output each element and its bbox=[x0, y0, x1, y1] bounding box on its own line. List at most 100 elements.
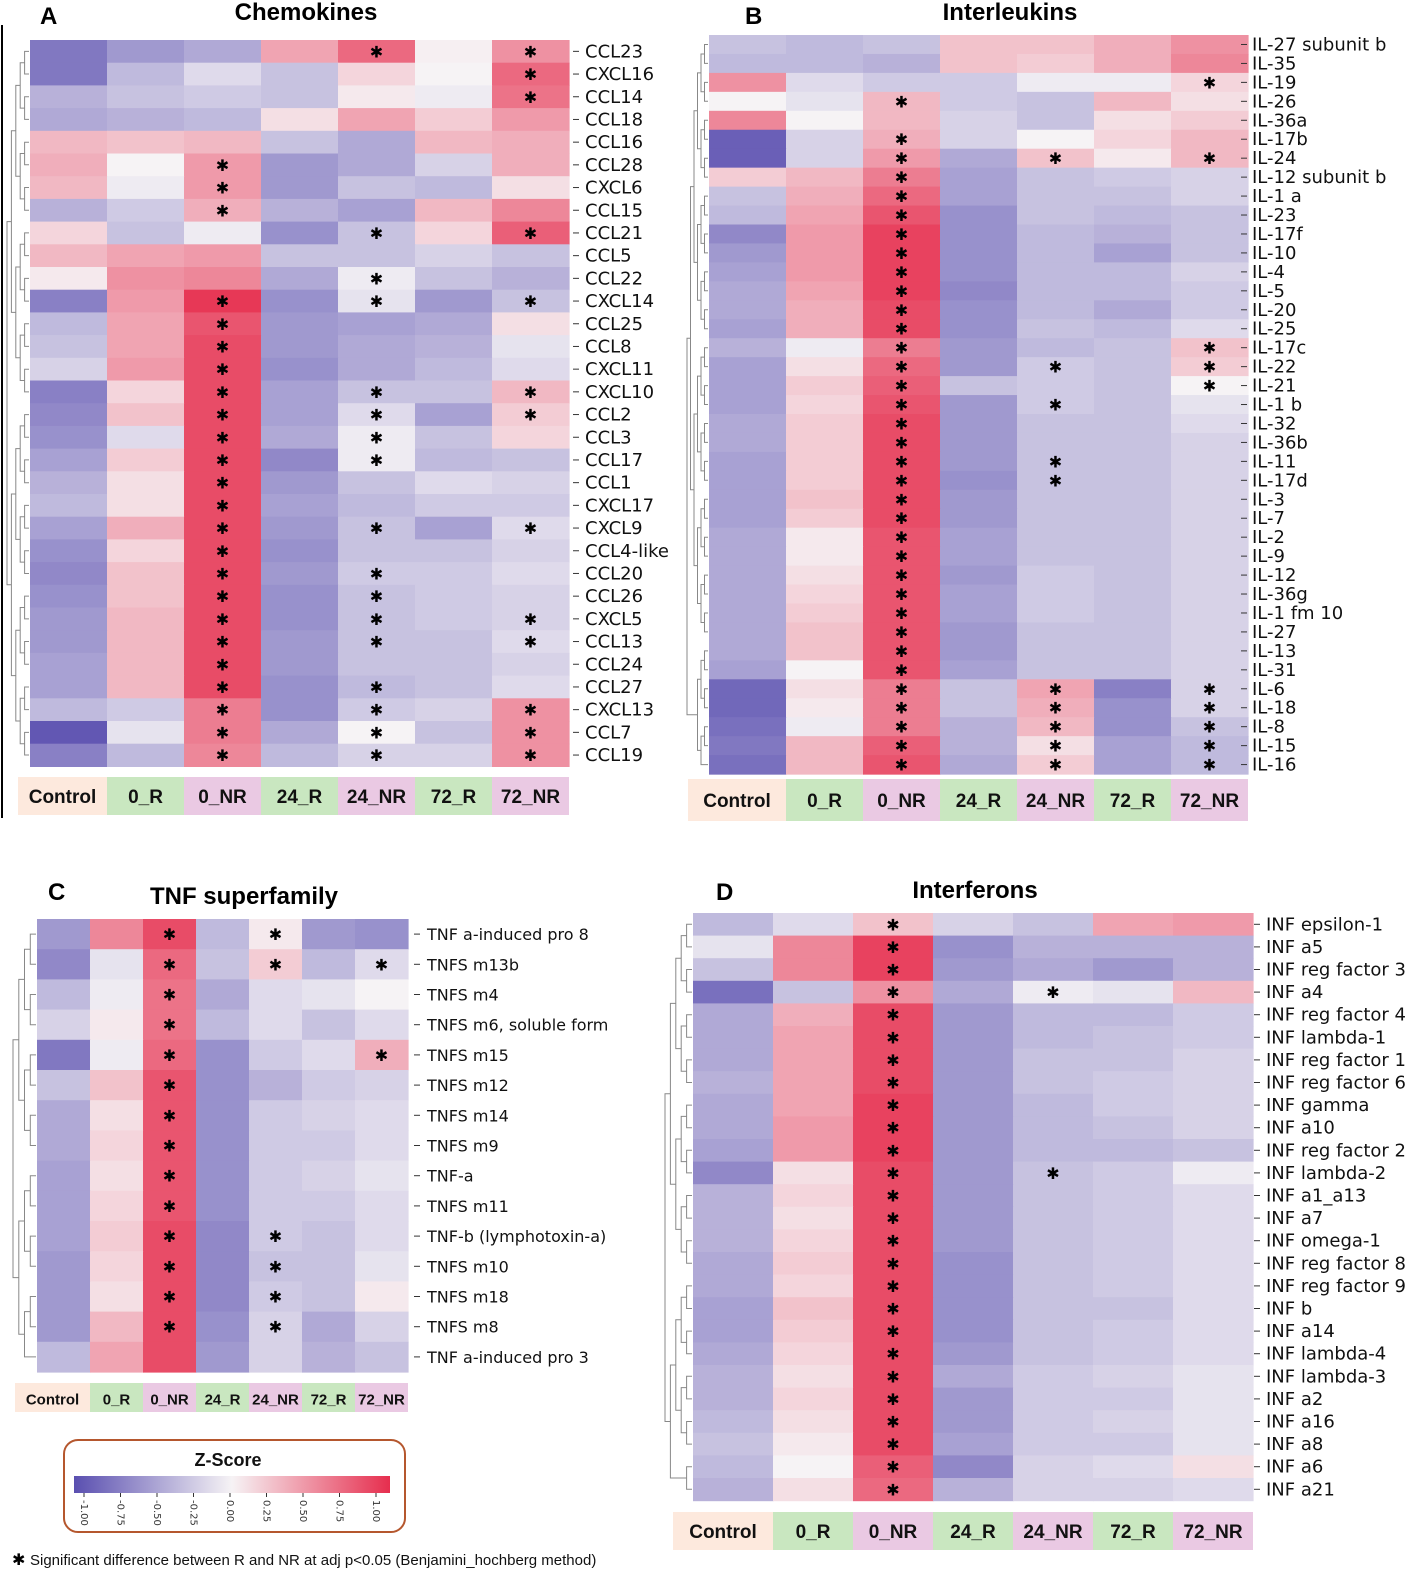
heatmap-cell-il-13-24-nr bbox=[1017, 641, 1095, 661]
heatmap-cell-ccl15-0-r bbox=[107, 198, 185, 223]
dendrogram-branch bbox=[704, 726, 708, 747]
heatmap-cell-ccl21-72-nr bbox=[492, 221, 570, 245]
dendrogram-branch bbox=[700, 584, 705, 623]
heatmap-cell-ccl23-0-nr bbox=[184, 40, 262, 64]
heatmap-cell-inf-epsilon-1-control bbox=[693, 913, 774, 937]
heatmap-cell-il-20-72-r bbox=[1094, 300, 1172, 320]
heatmap-cell-il-36b-0-r bbox=[786, 432, 864, 453]
column-label-bg-0-nr bbox=[184, 777, 261, 815]
heatmap-cell-tnfs-m13b-0-r bbox=[90, 949, 144, 980]
heatmap-cell-ccl8-72-nr bbox=[492, 335, 570, 359]
heatmap-cell-ccl14-72-r bbox=[415, 85, 493, 109]
heatmap-cell-il-1-fm-10-0-r bbox=[786, 603, 864, 624]
heatmap-cell-tnfs-m9-24-nr bbox=[249, 1130, 303, 1162]
heatmap-cell-inf-a7-24-nr bbox=[1013, 1206, 1094, 1230]
legend-tick-label: -0.50 bbox=[151, 1500, 162, 1526]
significance-star-icon: ✱ bbox=[216, 519, 229, 538]
heatmap-cell-inf-reg-factor-8-72-nr bbox=[1173, 1252, 1254, 1276]
heatmap-cell-cxcl14-72-nr bbox=[492, 289, 570, 313]
dendrogram-branch bbox=[19, 243, 25, 291]
column-label-24-r: 24_R bbox=[956, 791, 1002, 812]
dendrogram-branch bbox=[19, 697, 25, 745]
dendrogram-branch bbox=[697, 72, 701, 150]
heatmap-cell-inf-reg-factor-4-control bbox=[693, 1003, 774, 1027]
heatmap-cell-inf-reg-factor-6-0-nr bbox=[853, 1071, 934, 1095]
significance-star-icon: ✱ bbox=[1049, 471, 1062, 490]
heatmap-cell-ccl20-0-r bbox=[107, 562, 185, 586]
row-label-tnfs-m10: TNFS m10 bbox=[426, 1257, 509, 1276]
heatmap-cell-tnfs-m11-0-nr bbox=[143, 1190, 197, 1222]
significance-star-icon: ✱ bbox=[370, 723, 383, 742]
heatmap-cell-ccl16-24-r bbox=[261, 130, 339, 155]
row-label-il-22: IL-22 bbox=[1252, 357, 1296, 378]
heatmap-cell-il-19-0-nr bbox=[863, 72, 941, 93]
significance-star-icon: ✱ bbox=[269, 1227, 282, 1246]
row-label-il-31: IL-31 bbox=[1252, 660, 1296, 681]
heatmap-cell-tnfs-m12-control bbox=[37, 1070, 91, 1101]
dendrogram-branch bbox=[24, 595, 29, 620]
heatmap-cell-ccl17-72-nr bbox=[492, 448, 570, 472]
significance-star-icon: ✱ bbox=[524, 292, 537, 311]
heatmap-cell-il-12-subunit-b-72-nr bbox=[1171, 167, 1249, 188]
heatmap-cell-tnfs-m8-72-nr bbox=[355, 1311, 409, 1343]
significance-star-icon: ✱ bbox=[895, 149, 908, 168]
heatmap-cell-ccl26-0-r bbox=[107, 584, 185, 609]
heatmap-cell-tnfs-m12-0-r bbox=[90, 1070, 144, 1101]
heatmap-cell-ccl24-control bbox=[30, 652, 108, 677]
significance-star-icon: ✱ bbox=[886, 1277, 899, 1296]
heatmap-cell-il-17d-72-r bbox=[1094, 470, 1172, 491]
heatmap-cell-ccl26-24-nr bbox=[338, 584, 416, 609]
dendrogram-branch bbox=[24, 277, 29, 302]
heatmap-cell-il-24-24-r bbox=[940, 148, 1018, 169]
heatmap-cell-tnfs-m9-0-nr bbox=[143, 1130, 197, 1162]
heatmap-cell-ccl15-24-r bbox=[261, 198, 339, 223]
heatmap-cell-cxcl17-72-r bbox=[415, 494, 493, 518]
heatmap-cell-cxcl6-0-r bbox=[107, 176, 185, 200]
heatmap-cell-tnf-b-lymphotoxin-a-0-r bbox=[90, 1221, 144, 1252]
heatmap-cell-inf-gamma-control bbox=[693, 1093, 774, 1117]
heatmap-cell-ccl19-24-r bbox=[261, 743, 339, 767]
heatmap-cell-ccl25-control bbox=[30, 312, 108, 336]
heatmap-cell-il-4-0-r bbox=[786, 262, 864, 282]
row-labels-a: CCL23CXCL16CCL14CCL18CCL16CCL28CXCL6CCL1… bbox=[573, 41, 669, 766]
heatmap-cell-il-36b-24-r bbox=[940, 432, 1018, 453]
significance-star-icon: ✱ bbox=[163, 1137, 176, 1156]
heatmap-cell-cxcl10-72-nr bbox=[492, 380, 570, 404]
significance-star-icon: ✱ bbox=[370, 428, 383, 447]
significance-star-icon: ✱ bbox=[886, 1254, 899, 1273]
heatmap-cell-cxcl11-0-r bbox=[107, 357, 185, 382]
heatmap-cell-tnfs-m9-control bbox=[37, 1130, 91, 1162]
heatmap-cell-inf-lambda-1-24-r bbox=[933, 1026, 1014, 1050]
heatmap-cell-il-17f-24-r bbox=[940, 224, 1018, 245]
heatmap-cell-inf-a8-24-nr bbox=[1013, 1432, 1094, 1456]
dendrogram-branch bbox=[19, 334, 25, 381]
row-label-tnf-a: TNF-a bbox=[426, 1167, 474, 1186]
heatmap-cell-il-8-24-nr bbox=[1017, 717, 1095, 737]
heatmap-cell-ccl20-24-nr bbox=[338, 562, 416, 586]
column-label-0-r: 0_R bbox=[103, 1392, 131, 1409]
heatmap-cell-il-17d-0-r bbox=[786, 470, 864, 491]
heatmap-cell-inf-a10-24-nr bbox=[1013, 1116, 1094, 1140]
heatmap-cell-il-17b-72-nr bbox=[1171, 129, 1249, 150]
significance-star-icon: ✱ bbox=[370, 451, 383, 470]
heatmap-cell-cxcl9-72-r bbox=[415, 516, 493, 540]
heatmap-cell-cxcl9-0-r bbox=[107, 516, 185, 540]
heatmap-cell-tnfs-m18-control bbox=[37, 1281, 91, 1313]
significance-star-icon: ✱ bbox=[370, 678, 383, 697]
heatmap-cell-il-5-0-nr bbox=[863, 281, 941, 301]
heatmap-cell-il-32-24-nr bbox=[1017, 414, 1095, 434]
heatmap-cell-ccl14-24-nr bbox=[338, 85, 416, 109]
heatmap-cell-ccl16-0-r bbox=[107, 130, 185, 155]
heatmap-cell-inf-a2-control bbox=[693, 1387, 774, 1411]
heatmap-cell-il-35-24-r bbox=[940, 53, 1018, 74]
column-label-72-nr: 72_NR bbox=[358, 1392, 405, 1409]
heatmap-cell-il-18-24-r bbox=[940, 698, 1018, 718]
heatmap-cell-tnfs-m15-24-r bbox=[196, 1039, 250, 1071]
dendrogram-branch bbox=[697, 678, 701, 751]
dendrogram-branch bbox=[15, 629, 21, 722]
heatmap-cell-il-5-72-nr bbox=[1171, 281, 1249, 301]
heatmap-cell-il-17b-0-nr bbox=[863, 129, 941, 150]
heatmap-cell-inf-a21-24-r bbox=[933, 1478, 1014, 1502]
heatmap-cell-ccl8-72-r bbox=[415, 335, 493, 359]
